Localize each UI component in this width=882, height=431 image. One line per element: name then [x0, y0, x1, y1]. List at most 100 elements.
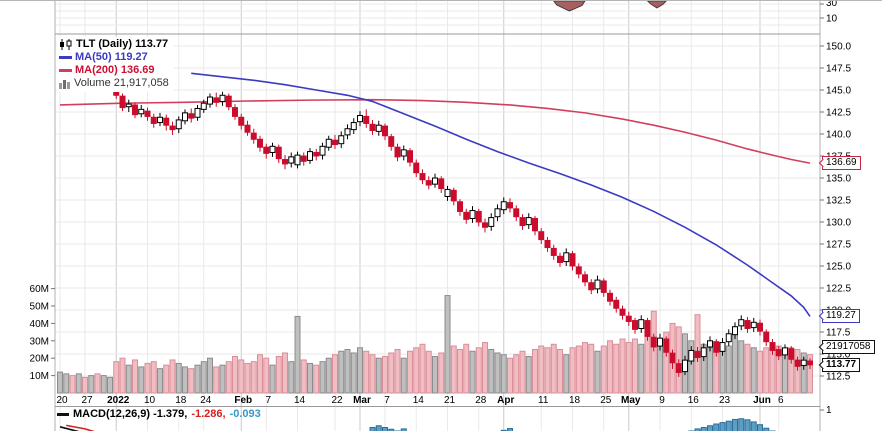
price-axis-label: 150.0	[826, 42, 851, 53]
volume-bar	[214, 367, 219, 393]
ma50-line	[191, 73, 810, 316]
volume-bar	[126, 365, 131, 393]
volume-bar	[270, 365, 275, 393]
volume-bar	[295, 316, 300, 393]
candle-body	[539, 232, 544, 240]
candle-body	[445, 189, 450, 196]
volume-bar	[64, 374, 69, 393]
candle-body	[201, 103, 206, 109]
macd-histogram-bar	[708, 426, 713, 431]
macd-histogram-bar	[758, 425, 763, 431]
x-axis-label: Feb	[234, 395, 252, 406]
candle-body	[520, 218, 525, 226]
volume-bar	[320, 362, 325, 393]
volume-bar	[258, 355, 263, 393]
candle-body	[314, 152, 319, 156]
volume-bar	[176, 363, 181, 393]
candle-body	[651, 337, 656, 347]
candle-body	[214, 98, 219, 102]
candle-body	[414, 163, 419, 173]
volume-bar	[76, 374, 81, 393]
candle-body	[695, 351, 700, 357]
volume-bar	[339, 351, 344, 393]
volume-bar	[483, 343, 488, 393]
price-axis-label: 122.5	[826, 284, 851, 295]
candle-body	[495, 209, 500, 217]
volume-bar	[445, 296, 450, 393]
candlestick-icon	[59, 39, 73, 50]
macd-legend: MACD(12,26,9) -1.379, -1.286, -0.093	[57, 408, 261, 421]
volume-bar	[383, 356, 388, 393]
volume-axis-label: 40M	[30, 319, 49, 330]
price-axis-label: 142.5	[826, 108, 851, 119]
volume-bar	[470, 351, 475, 393]
volume-bar	[439, 353, 444, 393]
x-axis-label: Apr	[497, 395, 514, 406]
x-axis-label: 2022	[107, 395, 130, 406]
candle-body	[320, 146, 325, 155]
volume-axis-label: 60M	[30, 284, 49, 295]
x-axis-label: 6	[778, 395, 784, 406]
candle-body	[408, 151, 413, 162]
volume-bar	[451, 346, 456, 393]
candle-body	[370, 124, 375, 130]
candle-body	[664, 339, 669, 352]
candle-body	[526, 218, 531, 225]
candle-body	[345, 129, 350, 135]
volume-bar	[358, 348, 363, 393]
macd-histogram-bar	[376, 426, 381, 431]
candle-body	[583, 275, 588, 282]
candle-body	[133, 105, 138, 115]
volume-bar	[189, 369, 194, 393]
volume-bar	[601, 346, 606, 393]
candle-body	[164, 118, 169, 125]
rsi-axis-label: 30	[826, 1, 838, 9]
candle-body	[589, 283, 594, 290]
volume-bar	[158, 369, 163, 393]
volume-bar	[239, 360, 244, 393]
candle-body	[726, 334, 731, 342]
candle-body	[614, 300, 619, 308]
x-axis-label: 18	[569, 395, 581, 406]
candle-body	[383, 126, 388, 136]
volume-bar	[389, 353, 394, 393]
ma50-price-badge: 119.27	[822, 309, 860, 323]
candle-body	[770, 343, 775, 351]
volume-bar	[220, 365, 225, 393]
candle-body	[514, 209, 519, 217]
candle-body	[533, 218, 538, 230]
volume-bar	[70, 376, 75, 393]
macd-hist-value: -0.093	[230, 408, 261, 421]
candle-body	[276, 147, 281, 158]
candle-body	[789, 349, 794, 360]
price-axis-label: 135.0	[826, 174, 851, 185]
x-axis-label: 7	[265, 395, 271, 406]
price-axis-label: 145.0	[826, 86, 851, 97]
volume-bar	[308, 363, 313, 393]
volume-bar	[420, 344, 425, 393]
candle-body	[258, 139, 263, 147]
x-axis-label: Jun	[753, 395, 771, 406]
volume-bar	[245, 363, 250, 393]
ma200-line-icon	[59, 69, 72, 72]
volume-bar	[589, 344, 594, 393]
symbol-title: TLT (Daily) 113.77	[76, 38, 168, 51]
candle-body	[420, 174, 425, 180]
volume-bar	[720, 350, 725, 394]
candle-body	[126, 104, 131, 107]
x-axis-label: 24	[200, 395, 212, 406]
volume-bar	[145, 363, 150, 393]
candle-body	[183, 113, 188, 121]
candle-body	[289, 157, 294, 163]
candle-body	[639, 320, 644, 329]
x-axis-label: 14	[294, 395, 306, 406]
volume-badge: 21917058	[822, 340, 875, 354]
macd-histogram-bar	[701, 428, 706, 431]
candle-body	[339, 136, 344, 144]
candle-body	[270, 146, 275, 152]
candle-body	[389, 137, 394, 147]
volume-bar	[233, 356, 238, 393]
legend-ma50-row: MA(50) 119.27	[59, 51, 169, 64]
volume-bar	[426, 351, 431, 393]
volume-bar	[164, 365, 169, 393]
